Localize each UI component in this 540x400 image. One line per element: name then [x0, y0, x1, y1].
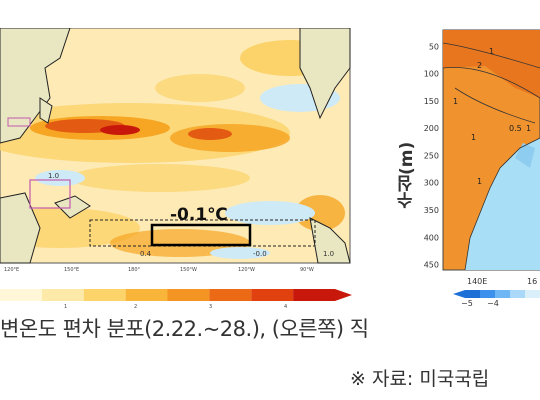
colorbar-cell — [41, 289, 84, 301]
y-tick-label: 300 — [424, 179, 439, 188]
contour-labels: 1 2 1 1 1 0.5 1 — [453, 47, 531, 186]
y-tick-label: 350 — [424, 206, 439, 215]
figure-caption: 변온도 편차 분포(2.22.~28.), (오른쪽) 직 — [0, 317, 369, 341]
section-x-ticks: 140E 16 — [467, 277, 537, 286]
section-colorbar-cell — [510, 290, 525, 298]
colorbar-cells — [0, 289, 335, 301]
x-tick-label: 90°W — [300, 267, 314, 273]
contour-label: 1 — [477, 177, 482, 186]
kuroshio-box — [7, 117, 31, 127]
section-colorbar-tick: −5 — [461, 299, 473, 306]
x-tick-label: 150°E — [64, 267, 79, 273]
section-colorbar-cell — [495, 290, 510, 298]
contour-label: 1 — [526, 124, 531, 133]
y-tick-label: 150 — [424, 97, 439, 106]
section-colorbar-arrow — [453, 290, 465, 298]
y-tick-label: 250 — [424, 151, 439, 160]
colorbar-tick: 1 — [64, 304, 67, 309]
x-tick-label: 16 — [527, 277, 537, 286]
colorbar-cell — [125, 289, 168, 301]
colorbar-tick: 2 — [134, 304, 137, 309]
x-tick-label: 150°W — [180, 267, 197, 273]
section-colorbar-tick: −4 — [487, 299, 499, 306]
contour-3 — [454, 87, 536, 124]
section-colorbar-cell — [525, 290, 540, 298]
section-colorbar-ticks: −5 −4 — [461, 299, 499, 306]
colorbar-cell — [293, 289, 335, 301]
colorbar-cell — [251, 289, 294, 301]
colorbar-cell — [167, 289, 210, 301]
contour-label: 2 — [477, 61, 482, 70]
y-tick-label: 450 — [424, 261, 439, 270]
section-colorbar — [465, 290, 540, 298]
x-tick-label: 140E — [467, 277, 487, 286]
nino34-value: -0.1℃ — [170, 205, 228, 225]
x-tick-label: 120°E — [4, 267, 19, 273]
central-value: 0.4 — [140, 250, 152, 258]
section-deep-warm — [443, 30, 540, 98]
contour-label: 0.5 — [509, 124, 522, 133]
nino34-box — [150, 223, 252, 247]
y-tick-label: 200 — [424, 124, 439, 133]
contour-1 — [442, 67, 540, 99]
contour-label: 1 — [489, 47, 494, 56]
y-tick-label: 100 — [424, 70, 439, 79]
sst-anomaly-map: -0.1℃ 1.0 0.4 -0.0 1.0 120°E 150°E 180° … — [0, 28, 351, 273]
contour-label: 1 — [471, 133, 476, 142]
far-east-value: 1.0 — [323, 250, 334, 258]
colorbar-tick: 4 — [284, 304, 287, 309]
x-tick-label: 120°W — [238, 267, 255, 273]
colorbar-tick: 3 — [209, 304, 212, 309]
wp-box — [29, 179, 71, 209]
sst-colorbar: 1 2 3 4 — [0, 289, 352, 309]
x-tick-labels: 120°E 150°E 180° 150°W 120°W 90°W — [4, 267, 314, 273]
colorbar-cell — [83, 289, 126, 301]
depth-section-chart: 1 2 1 1 1 0.5 1 50 100 150 200 250 300 350 400 4… — [424, 29, 540, 306]
contour-2 — [442, 42, 540, 69]
nino-box-dashed — [89, 219, 316, 247]
colorbar-cell — [209, 289, 252, 301]
colorbar-cell — [0, 289, 42, 301]
section-cool-core — [515, 143, 535, 168]
section-colorbar-cell — [465, 290, 480, 298]
y-tick-label: 400 — [424, 233, 439, 242]
wp-box-value: 1.0 — [48, 172, 59, 180]
section-cool-region — [465, 138, 540, 270]
contour-zero — [464, 137, 540, 271]
contour-label: 1 — [453, 97, 458, 106]
land-masses — [0, 28, 351, 264]
y-tick-labels: 50 100 150 200 250 300 350 400 450 — [424, 42, 439, 269]
x-tick-label: 180° — [128, 267, 141, 273]
section-colorbar-cell — [480, 290, 495, 298]
colorbar-arrow — [335, 289, 352, 301]
y-tick-label: 50 — [429, 42, 439, 51]
data-source: ※ 자료: 미국국립 — [350, 368, 490, 390]
eastern-value: -0.0 — [253, 250, 267, 258]
